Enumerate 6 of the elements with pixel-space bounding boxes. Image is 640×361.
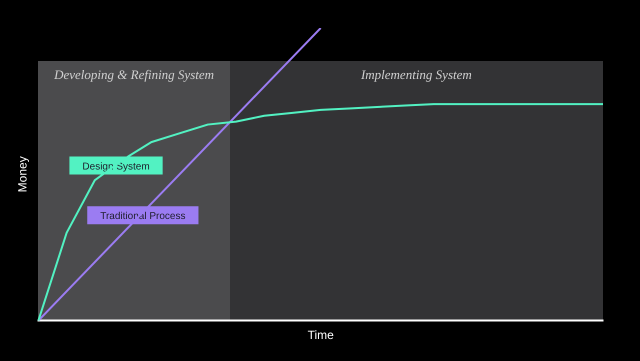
annotation: Implementing System xyxy=(360,66,472,82)
x-axis-title: Time xyxy=(308,328,334,342)
series-label: Design System xyxy=(82,161,150,172)
y-axis-title: Money xyxy=(16,156,30,192)
annotation: Developing & Refining System xyxy=(53,66,214,82)
series-label: Traditional Process xyxy=(100,211,186,222)
